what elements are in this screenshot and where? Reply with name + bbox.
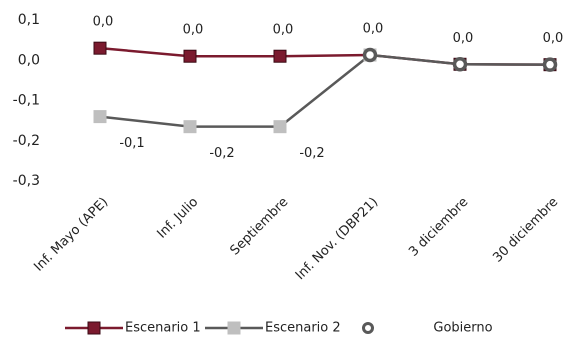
point <box>273 49 287 63</box>
x-tick-label: 3 diciembre <box>406 195 471 260</box>
point <box>183 49 197 63</box>
legend-label: Gobierno <box>433 321 492 336</box>
legend-label: Escenario 2 <box>265 321 341 336</box>
point <box>93 41 107 55</box>
point <box>542 57 558 72</box>
point <box>273 120 287 134</box>
data-label: 0,0 <box>453 31 474 46</box>
y-tick-label: -0,2 <box>13 133 40 149</box>
y-tick-label: -0,3 <box>13 173 40 189</box>
data-label: -0,2 <box>299 146 324 161</box>
y-tick-label: 0,0 <box>18 52 40 68</box>
x-tick-label: Inf. Julio <box>154 195 201 242</box>
data-label: 0,0 <box>93 15 114 30</box>
legend-marker <box>362 322 374 334</box>
data-label: -0,2 <box>209 146 234 161</box>
x-tick-label: Septiembre <box>228 195 292 259</box>
y-tick-label: -0,1 <box>13 93 40 109</box>
data-label: 0,0 <box>183 23 204 38</box>
data-label: 0,0 <box>273 23 294 38</box>
point <box>452 57 468 72</box>
legend-marker <box>87 321 101 335</box>
x-tick-label: 30 diciembre <box>490 195 561 266</box>
x-tick-label: Inf. Mayo (APE) <box>31 195 111 275</box>
data-label: 0,0 <box>543 31 564 46</box>
point <box>93 110 107 124</box>
series-line <box>99 46 551 66</box>
legend-marker <box>227 321 241 335</box>
point <box>362 47 378 63</box>
data-label: -0,1 <box>119 136 144 151</box>
x-tick-label: Inf. Nov. (DBP21) <box>293 195 381 283</box>
point <box>183 120 197 134</box>
series-line <box>99 54 371 128</box>
legend-label: Escenario 1 <box>125 321 201 336</box>
y-tick-label: 0,1 <box>18 12 40 28</box>
data-label: 0,0 <box>363 22 384 37</box>
